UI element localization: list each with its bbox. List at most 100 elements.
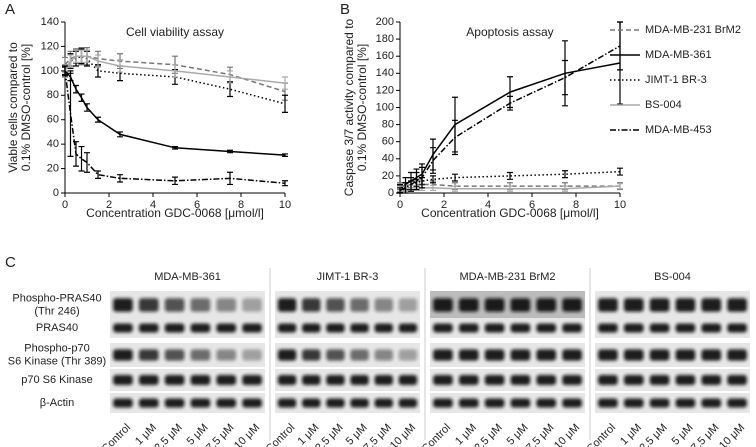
- blot-background: [110, 343, 265, 367]
- blot-band: [598, 398, 618, 408]
- blot-band: [164, 398, 185, 408]
- error-bar: [562, 59, 568, 96]
- blot-band: [398, 323, 418, 333]
- blot-band: [701, 298, 722, 312]
- error-bar: [402, 182, 409, 194]
- y-tick-label: 60: [382, 136, 394, 148]
- blot-band: [113, 323, 133, 333]
- y-tick-label: 60: [47, 114, 59, 126]
- blot-band: [727, 349, 747, 361]
- blot-band: [623, 374, 644, 386]
- series-line: [400, 185, 621, 190]
- blot-band: [727, 398, 747, 408]
- blot-band: [562, 374, 582, 386]
- row-label: Phospho-PRAS40: [12, 292, 101, 304]
- y-axis-label: Caspase 3/7 activity compared to: [342, 18, 356, 196]
- y-tick-label: 120: [41, 40, 59, 52]
- blot-band: [623, 349, 644, 361]
- x-tick-label: 0: [397, 199, 403, 211]
- blot-band: [458, 323, 479, 333]
- blot-band: [433, 398, 453, 408]
- x-tick-label: 2: [441, 199, 447, 211]
- y-tick-label: 180: [376, 33, 394, 45]
- x-tick-label: 6: [529, 199, 535, 211]
- blot-band: [484, 298, 505, 312]
- blot-band: [242, 374, 262, 386]
- series-line: [64, 70, 286, 184]
- legend-label: BS-004: [645, 99, 682, 111]
- blot-band: [190, 323, 211, 333]
- blot-band: [675, 298, 696, 312]
- y-tick-label: 100: [376, 101, 394, 113]
- row-label: β-Actin: [40, 397, 74, 409]
- blot-band: [536, 298, 557, 312]
- x-tick-label: 4: [485, 199, 491, 211]
- row-label: Phospho-p70: [24, 342, 89, 354]
- y-axis-label: Viable cells compared to: [6, 42, 20, 173]
- error-bar: [282, 94, 288, 113]
- blot-band: [374, 298, 393, 312]
- blot-band: [562, 398, 582, 408]
- blot-band: [701, 398, 722, 408]
- blot-band: [649, 398, 670, 408]
- blot-background: [110, 369, 265, 391]
- blot-band: [433, 298, 453, 312]
- blot-band: [510, 398, 531, 408]
- blot-band: [675, 349, 696, 361]
- blot-band: [510, 374, 531, 386]
- blot-band: [242, 349, 262, 361]
- y-tick-label: 200: [376, 16, 394, 28]
- blot-band: [216, 298, 237, 312]
- blot-band: [302, 349, 321, 361]
- blot-band: [484, 398, 505, 408]
- error-bar: [172, 176, 178, 186]
- blot-background: [430, 393, 585, 413]
- blot-band: [623, 298, 644, 312]
- blot-band: [350, 323, 369, 333]
- blot-band: [536, 349, 557, 361]
- panel-label: A: [5, 1, 15, 18]
- blot-band: [164, 349, 185, 361]
- lane-label: Control: [100, 422, 134, 447]
- blot-band: [277, 374, 297, 386]
- blot-band: [242, 398, 262, 408]
- blot-band: [113, 349, 133, 361]
- blot-background: [275, 369, 420, 391]
- error-bar: [430, 147, 436, 174]
- blot-band: [277, 349, 297, 361]
- blot-band: [374, 323, 393, 333]
- blot-band: [164, 323, 185, 333]
- blot-band: [701, 349, 722, 361]
- lane-label: 2.5 μM: [152, 422, 184, 447]
- error-bar: [117, 174, 123, 183]
- blot-band: [216, 323, 237, 333]
- blot-background: [595, 318, 750, 338]
- blot-band: [649, 374, 670, 386]
- blot-background: [110, 318, 265, 338]
- x-tick-label: 6: [194, 199, 200, 211]
- blot-band: [138, 398, 159, 408]
- blot-band: [302, 298, 321, 312]
- x-tick-label: 10: [279, 199, 291, 211]
- blot-band: [562, 349, 582, 361]
- group-label: BS-004: [654, 271, 691, 283]
- blot-band: [598, 323, 618, 333]
- blot-band: [701, 323, 722, 333]
- blot-background: [275, 318, 420, 338]
- blot-background: [275, 343, 420, 367]
- lane-label: 2.5 μM: [637, 422, 669, 447]
- blot-band: [433, 349, 453, 361]
- blot-band: [510, 323, 531, 333]
- blot-band: [675, 323, 696, 333]
- blot-band: [598, 374, 618, 386]
- legend-label: MDA-MB-453: [645, 124, 712, 136]
- y-tick-label: 140: [376, 67, 394, 79]
- blot-band: [190, 298, 211, 312]
- lane-label: 10 μM: [388, 422, 418, 447]
- blot-band: [113, 298, 133, 312]
- y-tick-label: 40: [47, 138, 59, 150]
- blot-band: [350, 398, 369, 408]
- blot-band: [433, 374, 453, 386]
- blot-band: [598, 349, 618, 361]
